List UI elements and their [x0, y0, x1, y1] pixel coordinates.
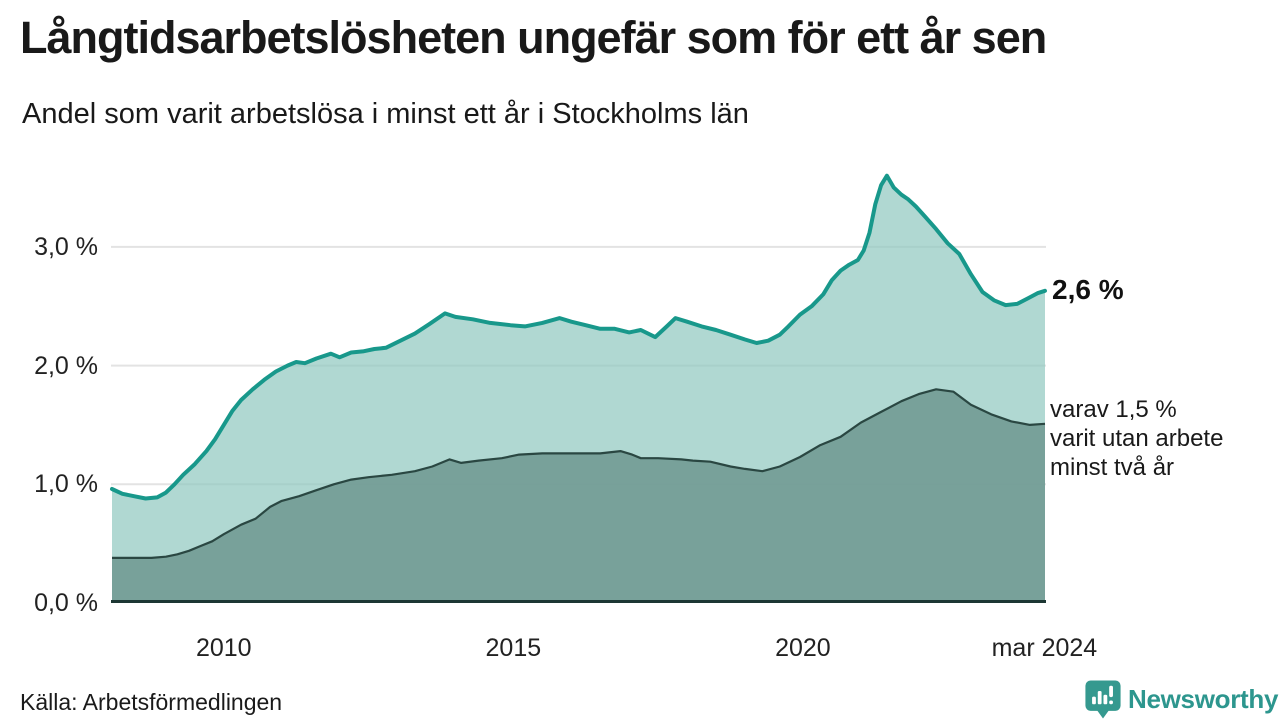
y-axis-tick-label: 2,0 %	[34, 351, 98, 380]
line-unemployed-two-years	[112, 388, 1046, 559]
x-axis-tick-label: mar 2024	[991, 634, 1098, 662]
y-axis-tick-label: 1,0 %	[34, 470, 98, 499]
annotation-line: minst två år	[1050, 453, 1175, 481]
newsworthy-icon	[1085, 680, 1121, 719]
annotation-line: varav 1,5 %	[1050, 395, 1177, 423]
x-axis-tick-label: 2015	[485, 634, 542, 662]
x-axis-tick-label: 2020	[775, 634, 831, 662]
area-unemployed-two-years	[112, 389, 1045, 603]
current-value-label: 2,6 %	[1052, 273, 1124, 305]
source-note: Källa: Arbetsförmedlingen	[20, 689, 283, 715]
annotation-line: varit utan arbete	[1050, 424, 1224, 452]
y-axis-tick-label: 3,0 %	[34, 232, 98, 261]
x-axis-tick-label: 2010	[195, 634, 252, 662]
page-title: Långtidsarbetslösheten ungefär som för e…	[20, 12, 1047, 63]
line-unemployed-one-year	[110, 173, 1047, 501]
y-axis-tick-label: 0,0 %	[34, 589, 98, 617]
two-year-share-annotation: varav 1,5 % varit utan arbete minst två …	[1050, 395, 1223, 482]
chart-subtitle: Andel som varit arbetslösa i minst ett å…	[22, 98, 749, 130]
newsworthy-wordmark: Newsworthy	[1128, 684, 1279, 714]
newsworthy-logo[interactable]: Newsworthy	[1084, 679, 1278, 720]
